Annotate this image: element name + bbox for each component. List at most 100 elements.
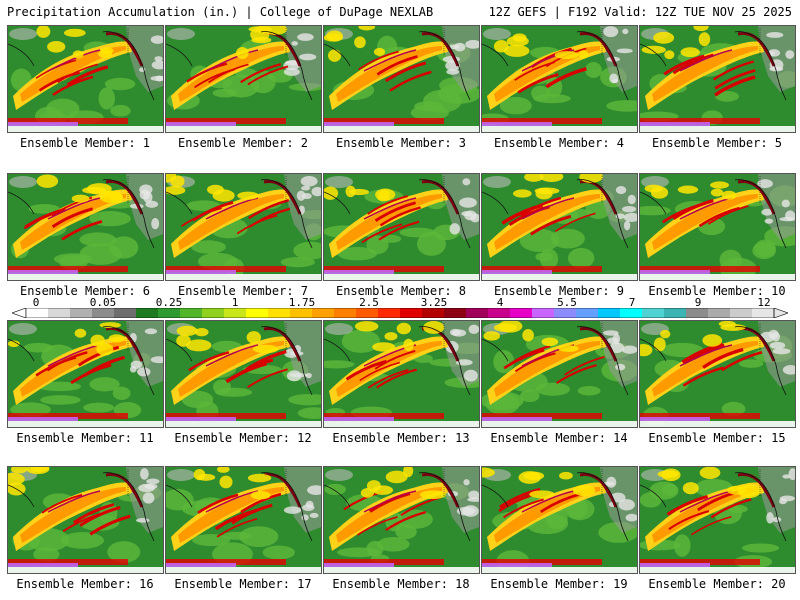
colorbar-swatch	[620, 308, 643, 318]
precipitation-map-image	[8, 26, 163, 132]
ensemble-member-label: Ensemble Member: 20	[648, 577, 786, 591]
colorbar-swatch	[400, 308, 423, 318]
ensemble-member-label: Ensemble Member: 3	[335, 136, 467, 150]
ensemble-member-map	[639, 25, 796, 133]
ensemble-member-label: Ensemble Member: 16	[16, 577, 154, 591]
ensemble-member-map	[481, 320, 638, 428]
colorbar-min-arrow	[12, 308, 27, 318]
colorbar-swatch	[730, 308, 753, 318]
colorbar-swatch	[422, 308, 445, 318]
precipitation-map-image	[166, 321, 321, 427]
colorbar-swatch	[510, 308, 533, 318]
colorbar-tick-label: 4	[496, 296, 504, 309]
colorbar-swatch	[114, 308, 137, 318]
ensemble-member-map	[7, 25, 164, 133]
colorbar-swatch	[752, 308, 775, 318]
precipitation-map-image	[8, 467, 163, 573]
precipitation-map-image	[8, 321, 163, 427]
ensemble-member-map	[323, 25, 480, 133]
ensemble-member-label: Ensemble Member: 18	[332, 577, 470, 591]
colorbar-max-arrow	[773, 308, 788, 318]
colorbar-swatch	[312, 308, 335, 318]
ensemble-member-map	[165, 25, 322, 133]
model-valid-time: 12Z GEFS | F192 Valid: 12Z TUE NOV 25 20…	[488, 5, 792, 19]
colorbar-outline	[25, 308, 775, 318]
colorbar-swatch	[356, 308, 379, 318]
colorbar-tick-label: 12	[757, 296, 771, 309]
precipitation-map-image	[640, 321, 795, 427]
colorbar-swatch	[532, 308, 555, 318]
precipitation-map-image	[166, 174, 321, 280]
colorbar-swatch	[488, 308, 511, 318]
precipitation-map-image	[324, 467, 479, 573]
colorbar-swatch	[466, 308, 489, 318]
ensemble-member-label: Ensemble Member: 15	[648, 431, 786, 445]
ensemble-member-map	[7, 320, 164, 428]
ensemble-member-label: Ensemble Member: 2	[177, 136, 309, 150]
colorbar-swatch	[334, 308, 357, 318]
precipitation-map-image	[640, 174, 795, 280]
precipitation-map-image	[324, 174, 479, 280]
colorbar-swatch	[642, 308, 665, 318]
precipitation-map-image	[482, 174, 637, 280]
colorbar-swatch	[576, 308, 599, 318]
colorbar-tick-label: 0.25	[155, 296, 183, 309]
colorbar-swatch	[598, 308, 621, 318]
colorbar-swatch	[158, 308, 181, 318]
colorbar-swatch	[224, 308, 247, 318]
colorbar-swatch	[686, 308, 709, 318]
ensemble-member-map	[323, 466, 480, 574]
ensemble-member-label: Ensemble Member: 1	[19, 136, 151, 150]
ensemble-member-label: Ensemble Member: 14	[490, 431, 628, 445]
ensemble-member-map	[481, 173, 638, 281]
ensemble-member-map	[323, 320, 480, 428]
ensemble-member-label: Ensemble Member: 8	[335, 284, 467, 298]
ensemble-member-label: Ensemble Member: 10	[648, 284, 786, 298]
precipitation-map-image	[8, 174, 163, 280]
precipitation-map-image	[166, 467, 321, 573]
colorbar-swatch	[136, 308, 159, 318]
colorbar-swatch	[180, 308, 203, 318]
colorbar-tick-label: 9	[694, 296, 702, 309]
colorbar-tick-label: 7	[628, 296, 636, 309]
ensemble-member-map	[481, 25, 638, 133]
precipitation-map-image	[640, 467, 795, 573]
ensemble-member-map	[7, 173, 164, 281]
precipitation-map-image	[482, 26, 637, 132]
precipitation-map-image	[640, 26, 795, 132]
ensemble-member-map	[165, 320, 322, 428]
ensemble-member-label: Ensemble Member: 4	[493, 136, 625, 150]
colorbar-tick-label: 0	[32, 296, 40, 309]
precipitation-map-image	[482, 467, 637, 573]
ensemble-member-map	[639, 466, 796, 574]
colorbar-tick-label: 3.25	[420, 296, 448, 309]
colorbar-swatch	[70, 308, 93, 318]
colorbar-strip	[12, 308, 788, 318]
colorbar-swatch	[554, 308, 577, 318]
colorbar-swatch	[444, 308, 467, 318]
ensemble-member-map	[323, 173, 480, 281]
colorbar-tick-label: 1.75	[288, 296, 316, 309]
ensemble-member-label: Ensemble Member: 6	[19, 284, 151, 298]
ensemble-member-label: Ensemble Member: 17	[174, 577, 312, 591]
ensemble-member-map	[165, 173, 322, 281]
colorbar-swatch	[92, 308, 115, 318]
ensemble-member-map	[7, 466, 164, 574]
colorbar-swatch	[708, 308, 731, 318]
precipitation-map-image	[482, 321, 637, 427]
precipitation-map-image	[324, 26, 479, 132]
colorbar-tick-label: 1	[231, 296, 239, 309]
ensemble-member-map	[639, 173, 796, 281]
ensemble-member-label: Ensemble Member: 9	[493, 284, 625, 298]
ensemble-member-label: Ensemble Member: 5	[651, 136, 783, 150]
page-title: Precipitation Accumulation (in.) | Colle…	[7, 5, 434, 19]
colorbar-swatch	[268, 308, 291, 318]
precipitation-map-image	[166, 26, 321, 132]
precipitation-colorbar: 0 0.05 0.25 1 1.75 2.5 3.25 4 5.5 7 9 12	[12, 296, 788, 322]
colorbar-swatch	[664, 308, 687, 318]
ensemble-member-map	[481, 466, 638, 574]
ensemble-member-label: Ensemble Member: 13	[332, 431, 470, 445]
precipitation-map-image	[324, 321, 479, 427]
ensemble-member-label: Ensemble Member: 7	[177, 284, 309, 298]
colorbar-swatch	[290, 308, 313, 318]
